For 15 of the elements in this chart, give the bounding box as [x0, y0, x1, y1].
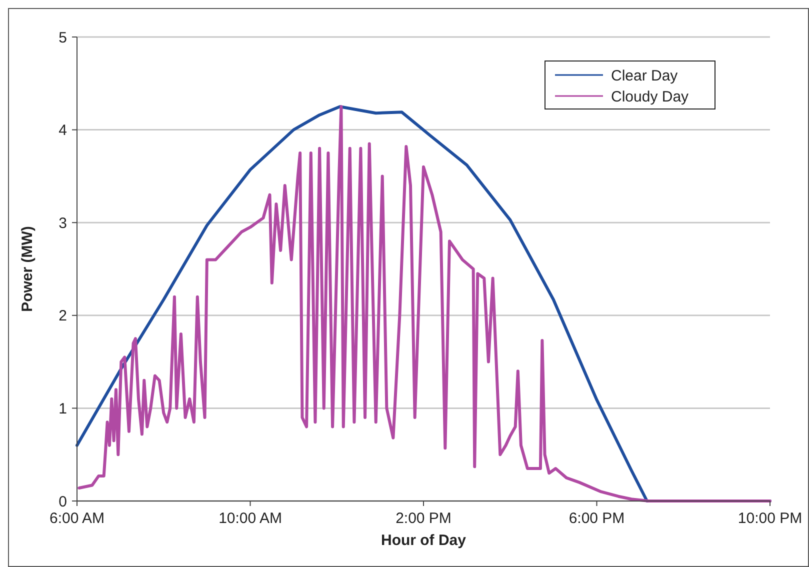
- y-tick-label: 4: [58, 122, 67, 140]
- legend-label: Clear Day: [611, 67, 678, 84]
- y-tick-label: 3: [58, 214, 67, 232]
- y-axis-title: Power (MW): [19, 226, 36, 312]
- y-tick-label: 5: [58, 29, 67, 46]
- legend-label: Cloudy Day: [611, 88, 690, 106]
- x-tick-label: 10:00 PM: [738, 510, 802, 527]
- x-tick-label: 10:00 AM: [218, 510, 282, 527]
- x-tick-label: 2:00 PM: [396, 510, 452, 527]
- x-tick-label: 6:00 AM: [49, 510, 105, 527]
- y-tick-label: 2: [58, 308, 67, 325]
- y-tick-label: 1: [58, 400, 67, 418]
- x-axis-title: Hour of Day: [380, 532, 467, 549]
- x-tick-label: 6:00 PM: [568, 510, 625, 527]
- y-tick-label: 0: [58, 493, 67, 510]
